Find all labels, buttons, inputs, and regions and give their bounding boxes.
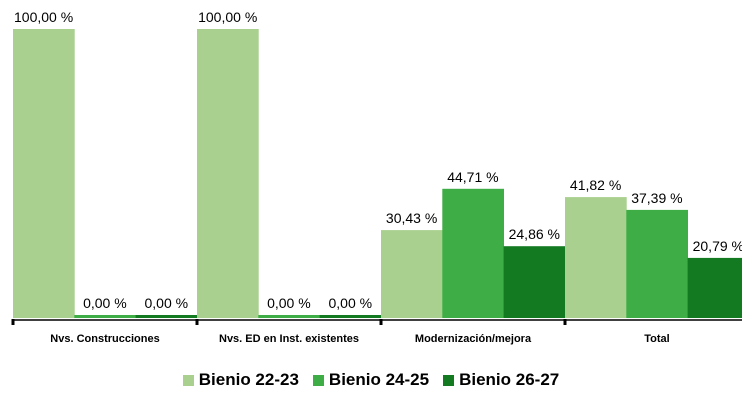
data-label-2-series-2: 0,00 %	[267, 295, 311, 311]
bar-4-series-3	[687, 257, 742, 318]
legend-item-3: Bienio 26-27	[443, 370, 559, 390]
data-label-1-series-3: 0,00 %	[145, 295, 189, 311]
bar-4-series-1	[565, 197, 627, 318]
category-label-2: Nvs. ED en Inst. existentes	[219, 333, 359, 345]
bar-1-series-3	[135, 315, 198, 318]
bar-1-series-1	[13, 29, 75, 318]
legend-swatch-2	[312, 374, 324, 386]
legend-label-1: Bienio 22-23	[198, 370, 299, 389]
value-labels-group: 100,00 % 0,00 % 0,00 % 100,00 % 0,00 % 0,00 %…	[14, 9, 742, 311]
data-label-3-series-1: 30,43 %	[386, 210, 437, 226]
bar-4-series-2	[626, 209, 688, 318]
legend-swatch-3	[443, 374, 455, 386]
legend-item-1: Bienio 22-23	[182, 370, 299, 390]
category-label-4: Total	[644, 333, 669, 345]
data-label-1-series-1: 100,00 %	[14, 9, 73, 25]
data-label-2-series-3: 0,00 %	[329, 295, 373, 311]
category-labels-group: Nvs. Construcciones Nvs. ED en Inst. exis…	[50, 333, 669, 345]
legend-item-2: Bienio 24-25	[312, 370, 430, 390]
data-label-4-series-2: 37,39 %	[631, 190, 682, 206]
bar-3-series-2	[442, 188, 504, 318]
category-label-1: Nvs. Construcciones	[50, 333, 159, 345]
data-label-2-series-1: 100,00 %	[198, 9, 257, 25]
bar-3-series-3	[503, 246, 566, 318]
legend-swatch-1	[182, 374, 194, 386]
data-label-3-series-2: 44,71 %	[447, 169, 498, 185]
data-label-1-series-2: 0,00 %	[83, 295, 127, 311]
x-axis-ticks	[11, 319, 567, 325]
bars-group	[13, 29, 742, 318]
bar-2-series-2	[258, 315, 320, 318]
legend-label-2: Bienio 24-25	[328, 370, 430, 389]
bar-3-series-1	[381, 230, 443, 318]
data-label-4-series-3: 20,79 %	[693, 238, 742, 254]
bar-2-series-1	[197, 29, 259, 318]
bar-1-series-2	[74, 315, 136, 318]
data-label-3-series-3: 24,86 %	[509, 226, 560, 242]
legend-label-3: Bienio 26-27	[459, 370, 560, 389]
category-label-3: Modernización/mejora	[415, 333, 532, 345]
bar-2-series-3	[319, 315, 382, 318]
legend: Bienio 22-23 Bienio 24-25 Bienio 26-27	[0, 368, 742, 392]
data-label-4-series-1: 41,82 %	[570, 177, 621, 193]
